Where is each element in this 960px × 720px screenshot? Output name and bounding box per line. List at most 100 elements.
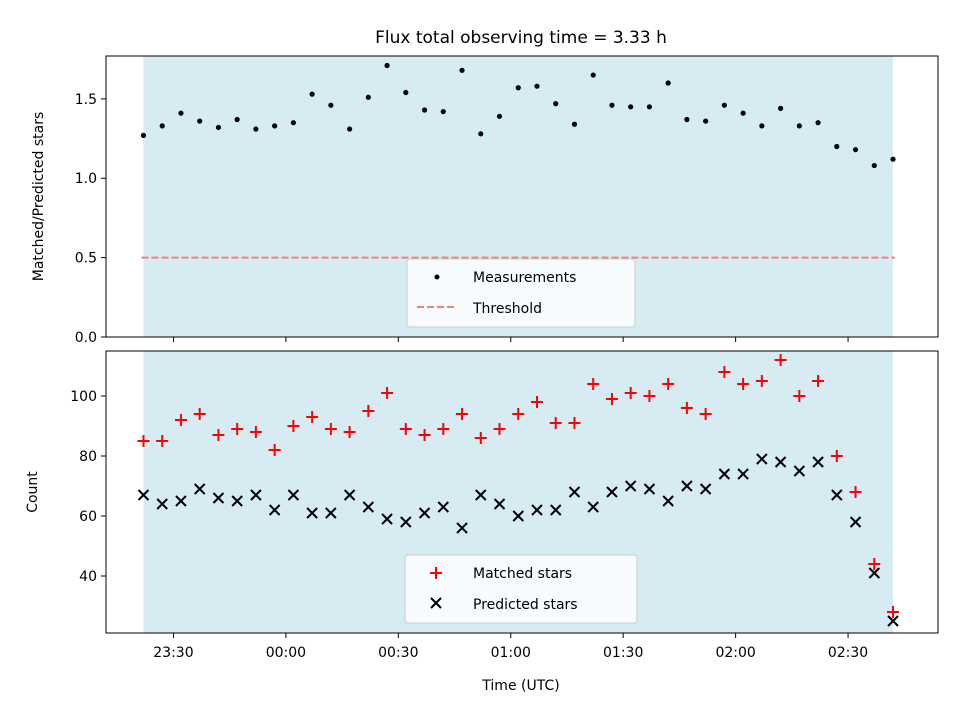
matched-star-point: [381, 387, 394, 399]
predicted-star-point: [624, 480, 637, 492]
y-tick-label: 1.0: [75, 171, 97, 187]
measurement-point: [403, 89, 409, 96]
matched-star-point: [793, 390, 806, 402]
matched-star-point: [680, 402, 693, 414]
measurement-point: [478, 131, 484, 137]
measurement-point: [253, 126, 259, 132]
matched-star-point: [493, 423, 506, 435]
predicted-star-point: [381, 513, 393, 525]
predicted-star-point: [306, 507, 318, 519]
measurement-point: [665, 80, 671, 86]
measurement-point: [609, 102, 615, 108]
predicted-star-point: [774, 456, 787, 468]
predicted-star-point: [343, 489, 356, 501]
matched-star-point: [512, 408, 525, 420]
matched-star-point: [231, 423, 244, 435]
predicted-stars-points: [137, 453, 899, 627]
measurement-point: [796, 123, 802, 129]
predicted-star-point: [268, 504, 281, 516]
measurement-point: [553, 101, 559, 107]
x-tick-label: 00:30: [378, 645, 418, 661]
predicted-star-point: [587, 501, 599, 513]
measurement-point: [534, 83, 540, 89]
matched-star-point: [362, 405, 375, 417]
measurement-point: [515, 85, 521, 91]
matched-star-point: [624, 387, 637, 399]
measurement-point: [703, 118, 709, 124]
matched-star-point: [868, 558, 881, 570]
x-tick-label: 01:00: [491, 645, 531, 661]
measurement-point: [365, 94, 371, 100]
legend-predicted-label: Predicted stars: [473, 597, 578, 613]
top-legend-box: [406, 258, 636, 328]
measurement-point: [347, 126, 353, 132]
predicted-star-point: [493, 498, 506, 510]
predicted-star-point: [643, 483, 656, 495]
predicted-star-point: [512, 510, 524, 522]
predicted-star-point: [287, 489, 300, 501]
bottom-axes-frame: [105, 350, 939, 634]
bottom-x-ticks: 23:30 00:00 00:30 01:00 01:30 02:00 02:30: [153, 633, 868, 661]
y-tick-label: 60: [79, 509, 97, 525]
measurement-point: [721, 102, 727, 108]
measurement-point: [309, 91, 315, 97]
x-tick-label: 02:00: [715, 645, 755, 661]
top-x-ticks: [172, 337, 849, 342]
measurement-point: [852, 147, 859, 153]
measurement-point: [740, 110, 746, 116]
measurement-point: [290, 120, 296, 126]
measurement-point: [590, 72, 596, 78]
predicted-star-point: [325, 507, 337, 519]
measurement-point: [571, 121, 578, 127]
matched-star-point: [643, 390, 656, 402]
legend-measurements-marker: [434, 274, 440, 280]
predicted-star-point: [193, 483, 206, 495]
measurement-point: [628, 104, 634, 110]
bottom-legend: Matched stars Predicted stars: [404, 554, 638, 624]
predicted-star-point: [887, 615, 899, 627]
y-tick-label: 1.5: [75, 92, 97, 108]
predicted-star-point: [250, 489, 262, 501]
measurement-point: [890, 156, 896, 162]
predicted-star-point: [212, 492, 225, 504]
matched-star-point: [662, 378, 675, 390]
measurement-point: [459, 67, 465, 73]
legend-matched-marker: [430, 567, 442, 579]
predicted-star-point: [418, 507, 431, 519]
predicted-star-point: [737, 468, 749, 480]
measurement-point: [197, 118, 203, 124]
ratio-panel: 0.0 0.5 1.0 1.5 Matched/Predicted stars: [31, 55, 939, 346]
measurement-points: [140, 62, 896, 169]
y-tick-label: 100: [70, 389, 97, 405]
y-tick-label: 0.0: [75, 330, 97, 346]
matched-star-point: [699, 408, 712, 420]
matched-star-point: [568, 417, 581, 429]
predicted-star-point: [568, 486, 581, 498]
measurement-point: [328, 102, 334, 108]
predicted-star-point: [156, 498, 168, 510]
predicted-star-point: [456, 522, 468, 534]
predicted-star-point: [437, 501, 450, 513]
legend-matched-label: Matched stars: [473, 566, 572, 582]
matched-stars-points: [137, 354, 900, 618]
measurement-point: [215, 124, 222, 131]
matched-star-point: [418, 429, 431, 441]
x-tick-label: 01:30: [603, 645, 643, 661]
predicted-star-point: [849, 516, 862, 528]
measurement-point: [140, 132, 147, 138]
top-y-axis-label: Matched/Predicted stars: [31, 112, 47, 282]
matched-star-point: [530, 396, 543, 408]
predicted-star-point: [662, 495, 674, 507]
bottom-legend-box: [404, 554, 638, 624]
matched-star-point: [268, 444, 281, 456]
predicted-star-point: [231, 495, 243, 507]
matched-star-point: [437, 423, 450, 435]
matched-star-point: [174, 414, 187, 426]
matched-star-point: [474, 432, 487, 444]
predicted-star-point: [868, 567, 880, 579]
predicted-star-point: [718, 468, 731, 480]
chart-title: Flux total observing time = 3.33 h: [375, 28, 667, 48]
matched-star-point: [156, 435, 169, 447]
matched-star-point: [587, 378, 600, 390]
